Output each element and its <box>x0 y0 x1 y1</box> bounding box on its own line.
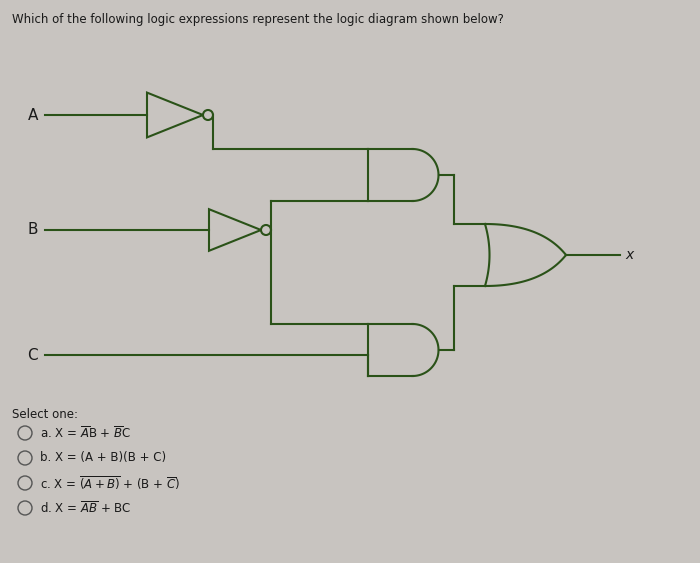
Text: C: C <box>27 347 38 363</box>
Text: b. X = (A + B)(B + C): b. X = (A + B)(B + C) <box>40 452 166 464</box>
Text: B: B <box>27 222 38 238</box>
Text: c. X = $\overline{(A + B)}$ + (B + $\overline{C}$): c. X = $\overline{(A + B)}$ + (B + $\ove… <box>40 474 180 492</box>
Text: d. X = $\overline{AB}$ + BC: d. X = $\overline{AB}$ + BC <box>40 500 132 516</box>
Text: A: A <box>27 108 38 123</box>
Text: x: x <box>625 248 634 262</box>
Text: a. X = $\overline{A}$B + $\overline{B}$C: a. X = $\overline{A}$B + $\overline{B}$C <box>40 425 131 441</box>
Text: Which of the following logic expressions represent the logic diagram shown below: Which of the following logic expressions… <box>12 13 504 26</box>
Text: Select one:: Select one: <box>12 408 78 421</box>
